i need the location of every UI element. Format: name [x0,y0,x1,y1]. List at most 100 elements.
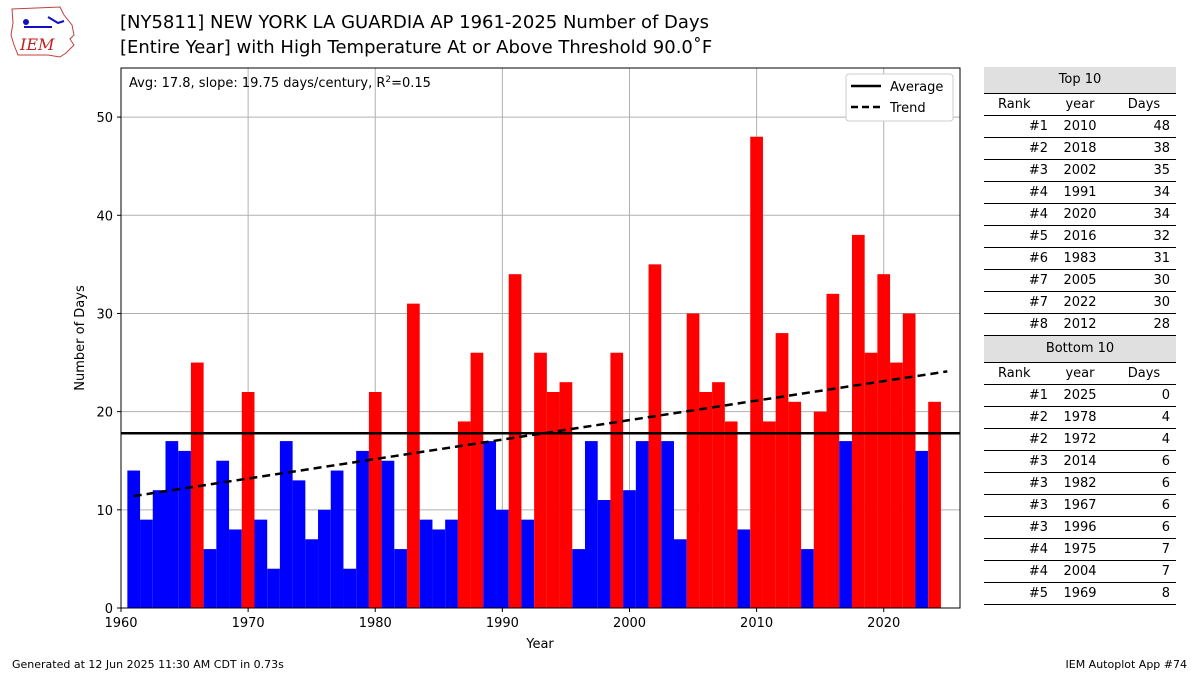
rank-cell: #3 [1028,520,1048,535]
x-tick-label: 1980 [359,616,392,631]
legend: Average Trend [845,73,954,122]
rank-cell: #4 [1028,185,1048,200]
table-row: #7 2022 30 [984,292,1176,314]
table-row: #5 1969 8 [984,583,1176,605]
year-cell: 1983 [1063,251,1097,266]
days-cell: 0 [1161,388,1170,403]
header-year: year [1065,366,1095,381]
bar-2006 [699,392,713,608]
year-cell: 2002 [1063,163,1097,178]
bar-1962 [140,519,153,608]
bar-2002 [648,264,662,608]
bar-1968 [216,460,230,608]
bar-2003 [661,441,674,608]
legend-average-label: Average [890,80,943,95]
bars [127,136,941,608]
table-row: #3 2002 35 [984,160,1176,182]
year-cell: 2018 [1063,141,1097,156]
y-tick-label: 20 [96,406,113,421]
bottom10-rows: #1 2025 0 #2 1978 4 #2 1972 4 #3 2014 6 #3 1982 6 #3 196… [984,385,1176,605]
table-row: #4 1991 34 [984,182,1176,204]
bar-1998 [597,500,611,608]
rank-cell: #6 [1028,251,1048,266]
bar-2014 [801,549,814,608]
bar-2024 [928,401,941,608]
bar-1997 [584,441,598,608]
bar-1985 [432,529,446,608]
table-row: #4 2020 34 [984,204,1176,226]
days-cell: 6 [1161,520,1170,535]
bar-2013 [788,401,802,608]
rank-cell: #5 [1028,229,1048,244]
year-cell: 2014 [1063,454,1097,469]
iem-logo: IEM [10,6,75,58]
bar-2012 [775,333,789,608]
bar-1978 [343,568,357,608]
days-cell: 4 [1161,410,1170,425]
year-cell: 1982 [1063,476,1097,491]
bar-2009 [737,529,751,608]
bar-1990 [496,509,509,608]
days-cell: 30 [1153,273,1170,288]
days-cell: 30 [1153,295,1170,310]
bar-2016 [826,293,840,608]
bar-2023 [915,450,929,608]
year-cell: 1972 [1063,432,1097,447]
chart-title-line2: [Entire Year] with High Temperature At o… [120,37,713,58]
year-cell: 2010 [1063,119,1097,134]
bar-1970 [241,392,255,608]
chart-title-line1: [NY5811] NEW YORK LA GUARDIA AP 1961-202… [120,12,709,33]
bar-1966 [190,362,204,608]
year-cell: 1996 [1063,520,1097,535]
bar-2021 [890,362,903,608]
header-rank: Rank [998,366,1031,381]
bar-2001 [635,441,649,608]
days-cell: 6 [1161,454,1170,469]
bar-2019 [864,352,878,608]
app-footer: IEM Autoplot App #74 [1065,658,1188,671]
bottom10-header-row: Rank year Days [984,363,1176,385]
table-row: #3 1967 6 [984,495,1176,517]
bar-1999 [610,352,624,608]
days-cell: 34 [1153,185,1170,200]
bar-1987 [457,421,471,608]
table-row: #8 2012 28 [984,314,1176,336]
bar-1969 [229,529,242,608]
year-cell: 1975 [1063,542,1097,557]
table-row: #1 2025 0 [984,385,1176,407]
days-cell: 4 [1161,432,1170,447]
bar-1967 [203,549,217,608]
rank-cell: #3 [1028,476,1048,491]
rank-cell: #2 [1028,141,1048,156]
bar-1996 [572,549,585,608]
reference-lines [121,370,960,498]
header-days: Days [1127,366,1161,381]
rank-cell: #2 [1028,410,1048,425]
rank-cell: #4 [1028,207,1048,222]
bar-2000 [623,490,636,608]
bar-1973 [279,441,293,608]
days-cell: 32 [1153,229,1170,244]
top10-header-row: Rank year Days [984,94,1176,116]
year-cell: 2022 [1063,295,1097,310]
bar-2005 [686,313,700,608]
rank-cell: #1 [1028,119,1048,134]
days-cell: 38 [1153,141,1170,156]
x-axis-label: Year [525,637,554,652]
bar-2022 [902,313,916,608]
top10-title: Top 10 [984,67,1176,94]
x-tick-label: 2020 [867,616,900,631]
rank-cell: #7 [1028,295,1048,310]
bar-1982 [394,549,408,608]
bar-2010 [750,136,763,608]
days-cell: 31 [1153,251,1170,266]
bar-1991 [508,274,522,608]
rank-cell: #7 [1028,273,1048,288]
days-cell: 48 [1153,119,1170,134]
table-row: #3 1996 6 [984,517,1176,539]
table-row: #2 2018 38 [984,138,1176,160]
year-cell: 1967 [1063,498,1097,513]
bar-2011 [762,421,776,608]
bar-1981 [381,460,395,608]
bar-1963 [152,490,166,608]
